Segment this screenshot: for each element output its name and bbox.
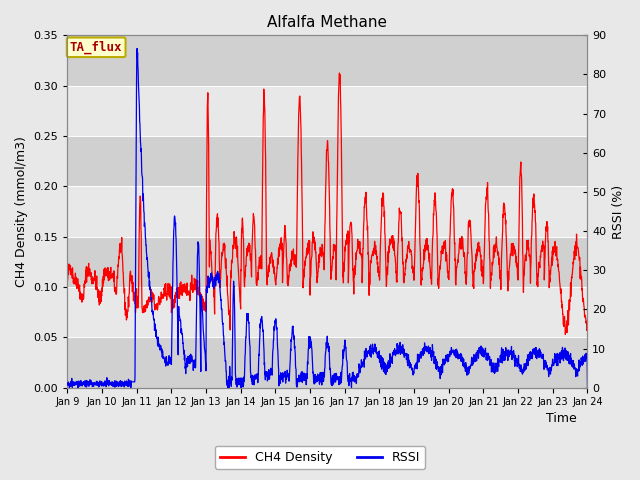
Bar bbox=[67, 36, 588, 85]
Bar bbox=[67, 186, 588, 237]
Bar bbox=[67, 287, 588, 337]
Y-axis label: CH4 Density (mmol/m3): CH4 Density (mmol/m3) bbox=[15, 136, 28, 287]
Text: TA_flux: TA_flux bbox=[70, 41, 122, 54]
Bar bbox=[67, 337, 588, 388]
X-axis label: Time: Time bbox=[546, 412, 577, 425]
Bar bbox=[67, 85, 588, 136]
Y-axis label: RSSI (%): RSSI (%) bbox=[612, 184, 625, 239]
Bar bbox=[67, 136, 588, 186]
Title: Alfalfa Methane: Alfalfa Methane bbox=[268, 15, 387, 30]
Legend: CH4 Density, RSSI: CH4 Density, RSSI bbox=[214, 446, 426, 469]
Bar bbox=[67, 237, 588, 287]
